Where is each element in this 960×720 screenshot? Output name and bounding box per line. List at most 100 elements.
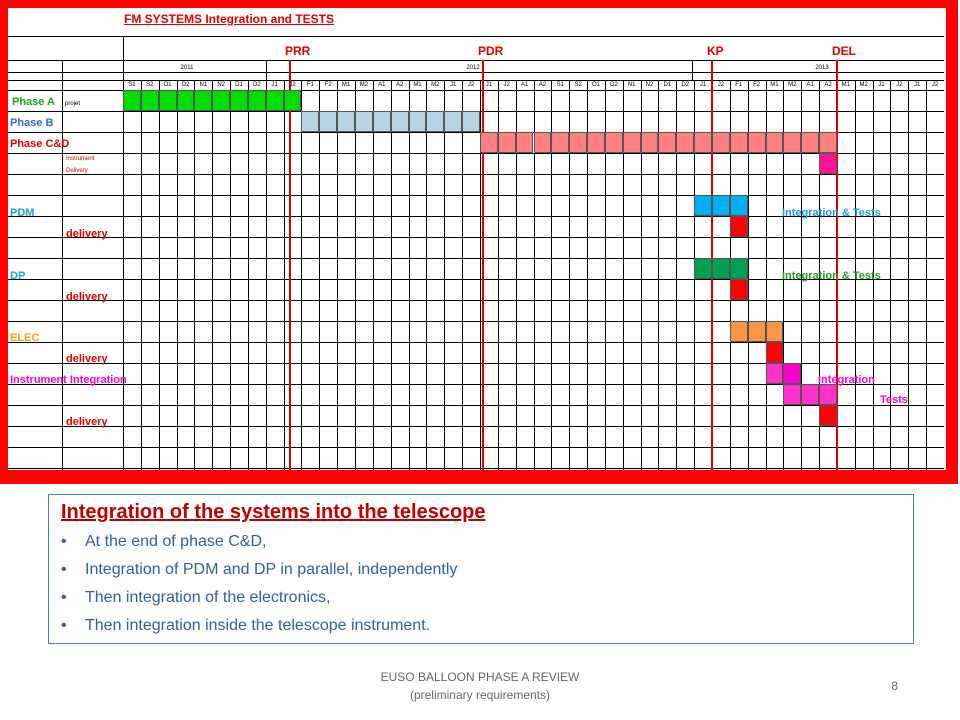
grid-hline xyxy=(8,468,944,469)
grid-hline xyxy=(8,132,944,133)
phase-cd-cell xyxy=(640,132,659,153)
row-label-dp: DP xyxy=(10,270,26,282)
activity-label: Integration & Tests xyxy=(782,270,881,282)
grid-hline xyxy=(8,300,944,301)
grid-vline xyxy=(819,80,821,470)
month-tick: M2 xyxy=(788,82,797,88)
month-tick: O2 xyxy=(609,82,618,88)
month-tick: J1 xyxy=(914,82,921,88)
month-tick: N2 xyxy=(217,82,225,88)
pdm-cell xyxy=(729,195,748,216)
grid-vline xyxy=(765,80,767,470)
phase-a-cell xyxy=(212,90,231,111)
milestone-label: KP xyxy=(707,44,724,58)
phase-cd-cell xyxy=(569,132,588,153)
row-label-delivery: delivery xyxy=(66,228,108,240)
grid-vline xyxy=(854,80,856,470)
grid-vline xyxy=(266,60,267,80)
phase-b-cell xyxy=(426,111,445,132)
elec-cell xyxy=(765,321,784,342)
bullet-icon: • xyxy=(61,561,67,578)
phase-b-cell xyxy=(319,111,338,132)
month-tick: S2 xyxy=(574,82,582,88)
note-text: Integration of PDM and DP in parallel, i… xyxy=(85,561,458,578)
instrument-delivery-cell xyxy=(819,153,837,174)
row-label-phase-a: Phase A xyxy=(12,96,56,108)
phase-a-cell xyxy=(265,90,284,111)
tests-cell xyxy=(819,384,837,405)
grid-vline xyxy=(372,80,374,470)
month-tick: N1 xyxy=(199,82,208,88)
grid-vline xyxy=(908,80,910,470)
pdm-cell xyxy=(711,195,730,216)
grid-hline xyxy=(8,363,944,364)
elec-delivery-cell xyxy=(765,342,784,363)
phase-cd-cell xyxy=(497,132,516,153)
grid-vline xyxy=(176,80,178,470)
month-tick: N2 xyxy=(645,82,654,88)
grid-hline xyxy=(8,405,944,406)
month-tick: J1 xyxy=(699,82,707,88)
month-tick: D2 xyxy=(681,82,690,88)
month-tick: S1 xyxy=(556,82,564,88)
grid-vline xyxy=(62,60,63,470)
phase-cd-cell xyxy=(551,132,570,153)
milestone-line xyxy=(482,60,484,470)
phase-cd-cell xyxy=(747,132,766,153)
grid-vline xyxy=(355,80,357,470)
year-label: 2012 xyxy=(466,65,480,71)
row-label-delivery: delivery xyxy=(66,291,108,303)
month-tick: J1 xyxy=(271,82,278,88)
month-tick: M2 xyxy=(359,82,369,88)
grid-hline xyxy=(8,237,944,238)
page-number: 8 xyxy=(891,679,898,693)
dp-cell xyxy=(711,258,730,279)
row-label-instrument: Instrument xyxy=(66,156,95,162)
grid-vline xyxy=(497,80,499,470)
bullet-icon: • xyxy=(61,533,67,550)
month-tick: A1 xyxy=(806,82,814,88)
row-label-pdm: PDM xyxy=(10,207,35,219)
grid-hline xyxy=(8,321,944,322)
month-tick: J1 xyxy=(450,82,457,88)
grid-hline xyxy=(8,216,944,217)
grid-hline xyxy=(8,279,944,280)
month-tick: D1 xyxy=(235,82,243,88)
grid-vline xyxy=(658,80,660,470)
grid-vline xyxy=(283,80,285,470)
grid-vline xyxy=(158,80,160,470)
month-tick: J1 xyxy=(878,82,885,88)
grid-vline xyxy=(230,80,232,470)
month-tick: M2 xyxy=(859,82,868,88)
grid-hline xyxy=(8,72,944,73)
month-tick: D1 xyxy=(663,82,672,88)
grid-vline xyxy=(247,80,249,470)
phase-cd-cell xyxy=(729,132,748,153)
grid-vline xyxy=(926,80,928,470)
grid-vline xyxy=(426,80,428,470)
phase-cd-cell xyxy=(658,132,677,153)
grid-vline xyxy=(140,80,142,470)
grid-vline xyxy=(783,80,785,470)
phase-b-cell xyxy=(337,111,356,132)
footer: EUSO BALLOON PHASE A REVIEW (preliminary… xyxy=(300,668,660,704)
phase-cd-cell xyxy=(676,132,695,153)
dp-cell xyxy=(694,258,712,279)
month-tick: F1 xyxy=(735,82,743,88)
phase-a-cell xyxy=(123,90,141,111)
tests-cell xyxy=(783,384,802,405)
phase-cd-cell xyxy=(801,132,820,153)
phase-b-cell xyxy=(372,111,391,132)
note-item: • Integration of PDM and DP in parallel, … xyxy=(61,561,457,579)
grid-vline xyxy=(408,80,410,470)
pdm-delivery-cell xyxy=(729,216,748,237)
elec-cell xyxy=(729,321,748,342)
grid-vline xyxy=(801,80,803,470)
grid-vline xyxy=(533,80,535,470)
month-tick: O1 xyxy=(163,82,172,88)
grid-vline xyxy=(676,80,678,470)
row-label-instrument-integration: Instrument Integration xyxy=(10,374,127,386)
grid-hline xyxy=(8,90,944,91)
activity-label: Integration xyxy=(818,374,875,386)
phase-cd-cell xyxy=(783,132,802,153)
